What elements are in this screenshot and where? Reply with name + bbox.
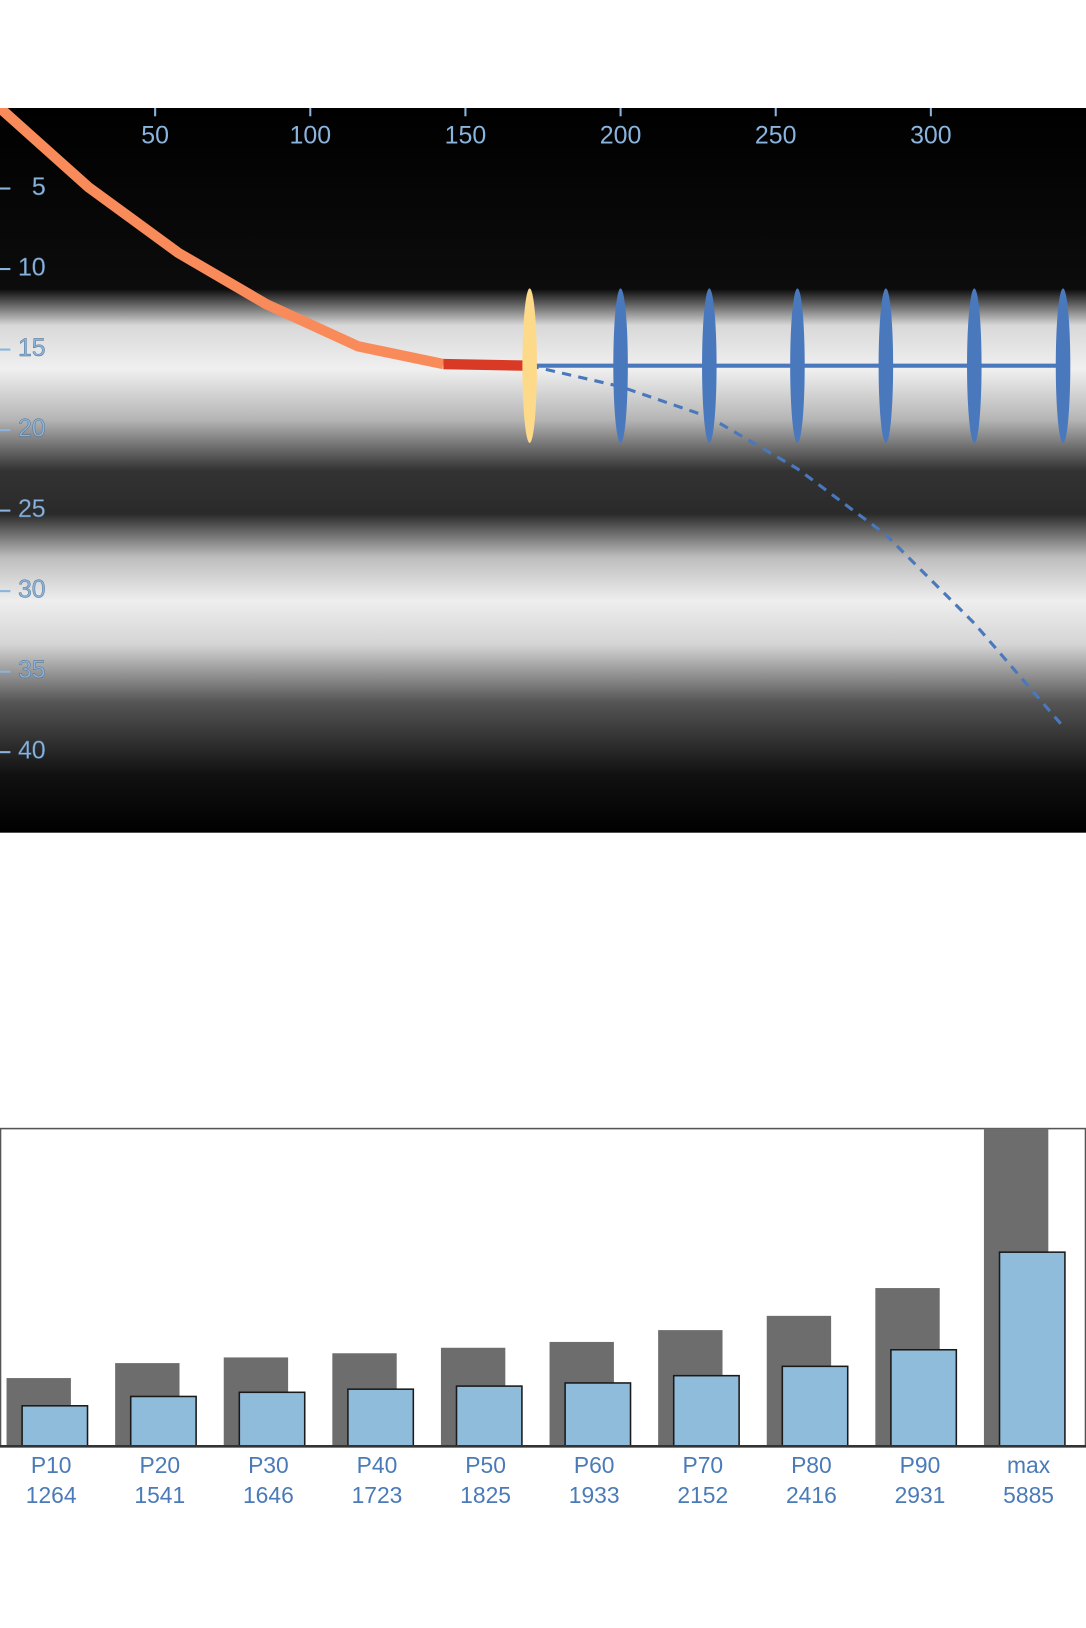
category-label: P90 <box>900 1452 941 1478</box>
category-label: P30 <box>248 1452 289 1478</box>
value-label: 1825 <box>460 1482 511 1508</box>
inner-bar <box>347 1388 415 1448</box>
category-label: P80 <box>791 1452 832 1478</box>
inner-bar <box>890 1348 958 1448</box>
y-tick-label: 25 <box>18 495 46 523</box>
value-label: 1723 <box>352 1482 403 1508</box>
top-plot <box>0 107 1071 728</box>
value-label: 2152 <box>677 1482 728 1508</box>
y-tick-label: 5 <box>32 173 46 201</box>
series-line <box>443 358 530 371</box>
series-line <box>529 364 1065 728</box>
uncertainty-ellipse <box>790 288 805 443</box>
x-tick-label: 250 <box>755 122 797 150</box>
density-background <box>0 107 1086 833</box>
value-label: 5885 <box>1003 1482 1054 1508</box>
category-label: P60 <box>574 1452 615 1478</box>
category-label: P20 <box>139 1452 180 1478</box>
category-label: max <box>1007 1452 1051 1478</box>
value-label: 1264 <box>26 1482 77 1508</box>
inner-bar <box>238 1391 306 1448</box>
category-label: P50 <box>465 1452 506 1478</box>
inner-bar <box>21 1405 89 1448</box>
y-tick-label: 15 <box>18 334 46 362</box>
y-tick-label: 30 <box>18 576 46 604</box>
y-tick-label: 10 <box>18 254 46 282</box>
uncertainty-ellipse <box>967 288 982 443</box>
category-label: P40 <box>357 1452 398 1478</box>
inner-bar <box>564 1382 632 1448</box>
inner-bar <box>455 1385 523 1448</box>
series-line <box>0 107 445 370</box>
x-tick-label: 200 <box>600 122 642 150</box>
value-label: 1541 <box>134 1482 185 1508</box>
y-tick-label: 35 <box>18 656 46 684</box>
value-label: 1933 <box>569 1482 620 1508</box>
bottom-plot: P10 1264 P20 1541 P30 1646 P40 1723 P50 1825 P60 19… <box>0 1127 1086 1508</box>
uncertainty-ellipse <box>1055 288 1071 443</box>
uncertainty-ellipse <box>613 288 628 443</box>
uncertainty-ellipse <box>522 288 537 443</box>
category-label: P70 <box>682 1452 723 1478</box>
y-tick-label: 40 <box>18 737 46 765</box>
value-label: 2931 <box>895 1482 946 1508</box>
uncertainty-ellipse <box>702 288 717 443</box>
top-axes: 50 100 150 200 250 300 5 10 15 20 25 30 35 40 <box>0 107 952 765</box>
x-tick-label: 300 <box>910 122 952 150</box>
x-tick-label: 50 <box>141 122 169 150</box>
x-tick-label: 150 <box>445 122 487 150</box>
x-tick-label: 100 <box>290 122 332 150</box>
value-label: 1646 <box>243 1482 294 1508</box>
value-label: 2416 <box>786 1482 837 1508</box>
inner-bar <box>129 1395 197 1448</box>
uncertainty-ellipse <box>878 288 894 443</box>
y-tick-label: 20 <box>18 415 46 443</box>
inner-bar <box>781 1365 849 1448</box>
inner-bar <box>998 1251 1066 1448</box>
category-label: P10 <box>31 1452 72 1478</box>
inner-bar <box>672 1374 740 1448</box>
